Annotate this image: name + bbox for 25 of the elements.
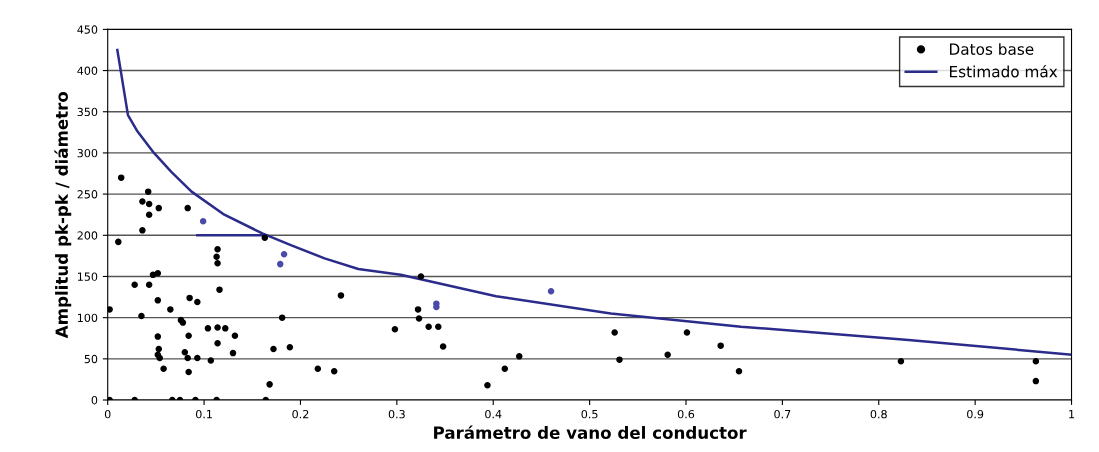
legend-label: Estimado máx <box>949 64 1058 78</box>
x-tick-label: 0.7 <box>774 409 791 419</box>
y-tick-label: 400 <box>77 66 98 75</box>
y-tick-label: 350 <box>77 107 98 117</box>
x-axis-title: Parámetro de vano del conductor <box>434 425 747 439</box>
y-tick-label: 200 <box>77 231 98 240</box>
y-axis-title: Amplitud pk-pk / diámetro <box>54 91 72 339</box>
y-tick-label: 250 <box>77 190 98 199</box>
x-tick-label: 0.4 <box>485 409 502 419</box>
x-tick-label: 0.6 <box>677 409 695 419</box>
y-tick-label: 50 <box>84 354 98 364</box>
y-tick-label: 450 <box>77 25 98 34</box>
x-tick-label: 1 <box>1069 410 1075 419</box>
x-tick-label: 0.1 <box>195 409 212 419</box>
x-tick-label: 0.3 <box>388 409 405 419</box>
y-tick-label: 0 <box>91 395 98 405</box>
legend-label: Datos base <box>949 43 1034 55</box>
y-tick-label: 150 <box>77 272 98 281</box>
x-tick-label: 0.5 <box>581 409 598 419</box>
y-tick-label: 300 <box>77 148 98 158</box>
x-tick-label: 0.8 <box>870 409 887 419</box>
x-tick-label: 0.2 <box>292 409 309 419</box>
x-tick-label: 0.9 <box>967 409 984 419</box>
x-tick-label: 0 <box>104 409 111 419</box>
y-tick-label: 100 <box>77 313 98 323</box>
